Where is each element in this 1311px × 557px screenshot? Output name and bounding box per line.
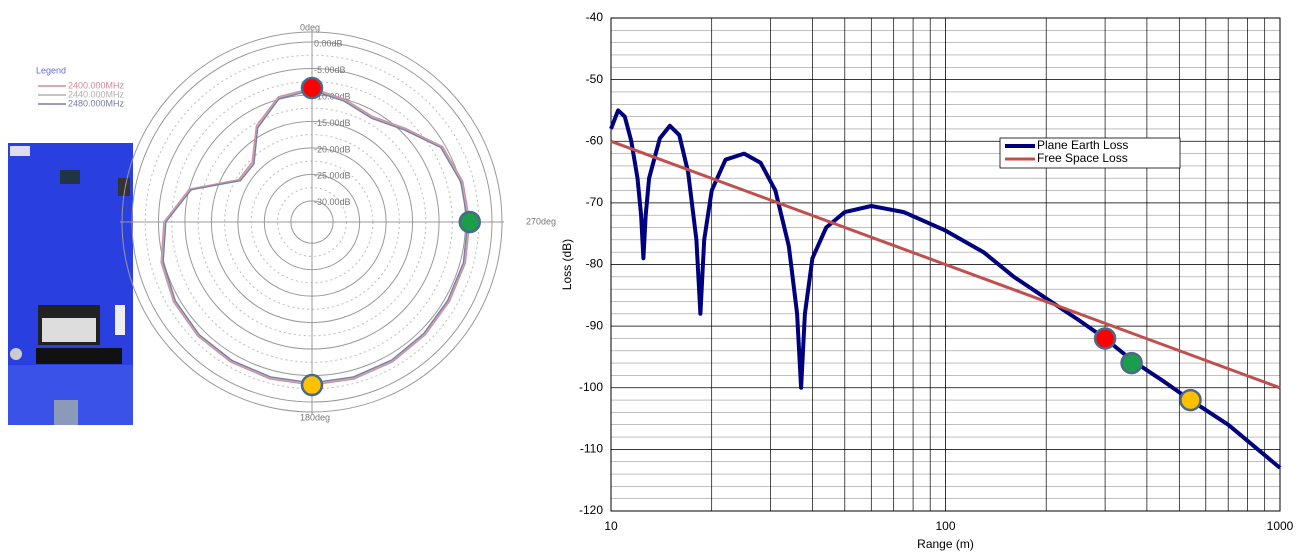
marker: [1180, 390, 1200, 410]
y-tick-label: -100: [579, 380, 603, 394]
marker: [302, 375, 322, 395]
y-axis-label: Loss (dB): [560, 239, 574, 290]
r-tick-label: -30.00dB: [314, 197, 351, 207]
x-tick-label: 100: [935, 519, 955, 533]
r-tick-label: 0.00dB: [314, 38, 343, 48]
r-tick-label: -25.00dB: [314, 171, 351, 181]
y-tick-label: -90: [586, 318, 604, 332]
x-axis-label: Range (m): [917, 537, 974, 551]
r-tick-label: -15.00dB: [314, 118, 351, 128]
angle-label: 270deg: [526, 216, 556, 226]
y-tick-label: -120: [579, 503, 603, 517]
r-tick-label: -20.00dB: [314, 144, 351, 154]
legend-label: Free Space Loss: [1037, 151, 1128, 165]
marker: [1095, 328, 1115, 348]
board-image: [8, 143, 133, 425]
y-tick-label: -80: [586, 257, 604, 271]
pattern-line: [162, 89, 469, 384]
angle-label: 0deg: [300, 22, 320, 32]
legend-label: Plane Earth Loss: [1037, 138, 1128, 152]
marker: [1122, 353, 1142, 373]
legend-label: 2480.000MHz: [68, 98, 125, 108]
y-tick-label: -40: [586, 10, 604, 24]
y-tick-label: -50: [586, 72, 604, 86]
y-tick-label: -60: [586, 133, 604, 147]
y-tick-label: -70: [586, 195, 604, 209]
marker: [302, 78, 322, 98]
y-tick-label: -110: [580, 442, 603, 456]
x-tick-label: 10: [604, 519, 618, 533]
figure: Legend 0.00dB-5.00dB-10.00dB-15.00dB-20.…: [0, 0, 1311, 557]
x-tick-label: 1000: [1267, 519, 1294, 533]
marker: [460, 212, 480, 232]
legend-title: Legend: [36, 65, 66, 75]
r-tick-label: -5.00dB: [314, 65, 346, 75]
page: {"chart_data": [ {"type": "polar", "lege…: [0, 0, 1311, 557]
angle-label: 180deg: [300, 412, 330, 422]
